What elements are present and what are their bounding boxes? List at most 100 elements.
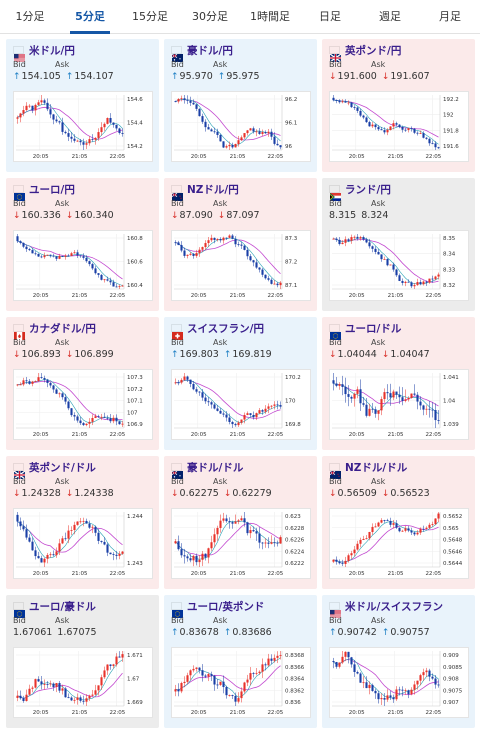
rate-card[interactable]: ユーロ/英ポンド Bid Ask ↑0.83678 ↑0.83686 0.8368 0.83… [164,595,317,728]
candle-body [183,555,186,557]
candle-body [395,689,398,700]
bid-price: ↑95.970 [171,71,213,83]
candle-body [121,285,124,287]
candle-body [204,121,207,128]
tab-5[interactable]: 日足 [319,10,341,23]
candle-body [85,520,88,524]
rate-card[interactable]: 豪ドル/円 Bid Ask ↑95.970 ↑95.975 96.2 96.1 96 20:05… [164,39,317,172]
rate-card[interactable]: 米ドル/スイスフラン Bid Ask ↑0.90742 ↑0.90757 0.909 0.9… [322,595,475,728]
quote-prices: ↓1.24328 ↓1.24338 [13,488,153,500]
tab-3[interactable]: 30分足 [192,10,228,23]
eu-flag-icon [329,324,341,340]
tab-0[interactable]: 1分足 [15,10,45,23]
candle-body [273,283,276,285]
nz-flag-icon [171,185,183,201]
y-tick-label: 107.1 [127,399,143,405]
up-arrow-icon: ↑ [381,628,390,638]
candle-body [67,133,70,137]
rate-card[interactable]: ランド/円 Bid Ask 8.315 8.324 8.35 8.34 8.33 8.32 20:… [322,178,475,311]
candlestick-chart[interactable]: 96.2 96.1 96 20:05 21:05 22:05 [171,91,311,162]
candle-body [261,542,264,544]
tab-4[interactable]: 1時間足 [250,10,290,23]
candle-body [70,253,73,256]
candle-body [216,527,219,535]
tab-2[interactable]: 15分足 [132,10,168,23]
rate-card[interactable]: 豪ドル/ドル Bid Ask ↓0.62275 ↓0.62279 0.623 0.6228 0… [164,456,317,589]
pair-name[interactable]: ランド/円 [345,183,391,196]
candle-body [210,129,213,132]
pair-name[interactable]: ユーロ/ドル [345,322,402,335]
pair-name[interactable]: 米ドル/円 [29,44,75,57]
pair-name[interactable]: ユーロ/豪ドル [29,600,96,613]
candle-body [192,555,195,561]
candlestick-chart[interactable]: 0.909 0.9085 0.908 0.9075 0.907 20:05 21:05 22:… [329,647,469,718]
x-tick-label: 20:05 [349,432,365,438]
candle-body [425,137,428,139]
candlestick-chart[interactable]: 0.8368 0.8366 0.8364 0.8362 0.836 20:05 21:05 2… [171,647,311,718]
candle-body [58,543,61,552]
candle-body [67,401,70,409]
candle-body [279,405,282,407]
y-tick-label: 0.8368 [285,653,305,659]
candlestick-chart[interactable]: 1.671 1.67 1.669 20:05 21:05 22:05 [13,647,153,718]
pair-name[interactable]: スイスフラン/円 [187,322,265,335]
candle-body [213,534,216,543]
pair-name[interactable]: 英ポンド/ドル [29,461,96,474]
candle-body [73,524,76,530]
tab-1[interactable]: 5分足 [60,0,120,34]
candle-body [195,104,198,109]
rate-card[interactable]: ユーロ/円 Bid Ask ↓160.336 ↓160.340 160.8 160.6 160… [6,178,159,311]
pair-name[interactable]: ユーロ/円 [29,183,75,196]
candle-body [109,118,112,123]
chart-svg: 1.244 1.243 20:05 21:05 22:05 [16,512,143,577]
candlestick-chart[interactable]: 87.3 87.2 87.1 20:05 21:05 22:05 [171,230,311,301]
candle-body [43,378,46,380]
quote-labels: Bid Ask [13,60,153,70]
bid-value: 106.893 [21,349,61,360]
candle-body [207,240,210,244]
candle-body [100,274,103,280]
rate-card[interactable]: ユーロ/豪ドル Bid Ask 1.67061 1.67075 1.671 1.67 1.66… [6,595,159,728]
candlestick-chart[interactable]: 170.2 170 169.8 20:05 21:05 22:05 [171,369,311,440]
rate-card[interactable]: カナダドル/円 Bid Ask ↓106.893 ↓106.899 107.3 107.2 1… [6,317,159,450]
candle-body [431,409,434,411]
candle-body [279,282,282,286]
pair-name[interactable]: NZドル/ドル [345,461,408,474]
bid-value: 1.04044 [337,349,377,360]
candle-body [365,404,368,416]
tab-6[interactable]: 週足 [379,10,401,23]
pair-name[interactable]: 英ポンド/円 [345,44,402,57]
pair-name[interactable]: 米ドル/スイスフラン [345,600,444,613]
bid-value: 169.803 [179,349,219,360]
candlestick-chart[interactable]: 160.8 160.6 160.4 20:05 21:05 22:05 [13,230,153,301]
tab-7[interactable]: 月足 [439,10,461,23]
candlestick-chart[interactable]: 1.244 1.243 20:05 21:05 22:05 [13,508,153,579]
candlestick-chart[interactable]: 8.35 8.34 8.33 8.32 20:05 21:05 22:05 [329,230,469,301]
candlestick-chart[interactable]: 192.2 192 191.8 191.6 20:05 21:05 22:05 [329,91,469,162]
rate-card[interactable]: NZドル/円 Bid Ask ↓87.090 ↓87.097 87.3 87.2 87.1 20… [164,178,317,311]
candlestick-chart[interactable]: 1.041 1.04 1.039 20:05 21:05 22:05 [329,369,469,440]
rate-card[interactable]: NZドル/ドル Bid Ask ↓0.56509 ↓0.56523 0.5652 0.565… [322,456,475,589]
candle-body [19,113,22,118]
bid-price: ↓160.336 [13,210,61,222]
rate-card[interactable]: 英ポンド/ドル Bid Ask ↓1.24328 ↓1.24338 1.244 1.243 2… [6,456,159,589]
pair-name[interactable]: 豪ドル/ドル [187,461,244,474]
candle-body [91,526,94,528]
rate-card[interactable]: スイスフラン/円 Bid Ask ↑169.803 ↑169.819 170.2 170 16… [164,317,317,450]
candle-body [210,674,213,676]
candlestick-chart[interactable]: 107.3 107.2 107.1 107 106.9 20:05 21:05 22:05 [13,369,153,440]
rate-card[interactable]: 米ドル/円 Bid Ask ↑154.105 ↑154.107 154.6 154.4 154… [6,39,159,172]
pair-name[interactable]: NZドル/円 [187,183,239,196]
rate-card[interactable]: 英ポンド/円 Bid Ask ↓191.600 ↓191.607 192.2 192 191.… [322,39,475,172]
quote-labels: Bid Ask [171,338,311,348]
pair-name[interactable]: カナダドル/円 [29,322,96,335]
ask-label: Ask [55,616,70,625]
ask-price: ↓106.899 [66,349,114,361]
candlestick-chart[interactable]: 0.5652 0.565 0.5648 0.5646 0.5644 20:05 21:05 2… [329,508,469,579]
candlestick-chart[interactable]: 0.623 0.6228 0.6226 0.6224 0.6222 20:05 21:05 2… [171,508,311,579]
candlestick-chart[interactable]: 154.6 154.4 154.2 20:05 21:05 22:05 [13,91,153,162]
candle-body [97,416,100,418]
rate-card[interactable]: ユーロ/ドル Bid Ask ↓1.04044 ↓1.04047 1.041 1.04 1.0… [322,317,475,450]
pair-name[interactable]: 豪ドル/円 [187,44,233,57]
pair-name[interactable]: ユーロ/英ポンド [187,600,265,613]
